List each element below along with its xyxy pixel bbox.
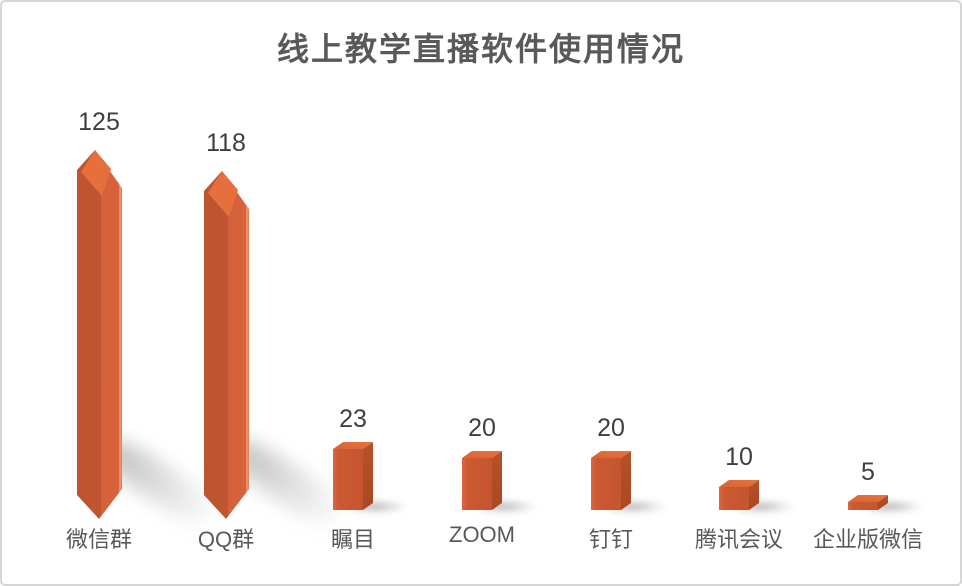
bar-1 — [77, 150, 122, 519]
category-label: 瞩目 — [330, 527, 375, 552]
category-label: QQ群 — [197, 527, 255, 552]
category-label: 腾讯会议 — [694, 527, 783, 552]
value-label: 23 — [339, 405, 367, 433]
value-label: 20 — [597, 414, 625, 442]
value-label: 10 — [725, 443, 753, 471]
bar-2 — [204, 171, 249, 519]
value-label: 118 — [206, 129, 246, 157]
category-label: ZOOM — [449, 522, 515, 547]
value-label: 20 — [468, 414, 496, 442]
bar-6 — [719, 480, 759, 510]
value-label: 125 — [78, 108, 120, 136]
value-label: 5 — [861, 458, 875, 486]
chart-title: 线上教学直播软件使用情况 — [276, 31, 685, 67]
bar-5 — [591, 451, 631, 510]
category-label: 企业版微信 — [812, 527, 923, 552]
bar-7 — [848, 495, 888, 510]
bar-4 — [462, 451, 502, 510]
category-label: 微信群 — [65, 527, 132, 552]
category-label: 钉钉 — [588, 527, 633, 552]
bar-3 — [333, 442, 373, 510]
